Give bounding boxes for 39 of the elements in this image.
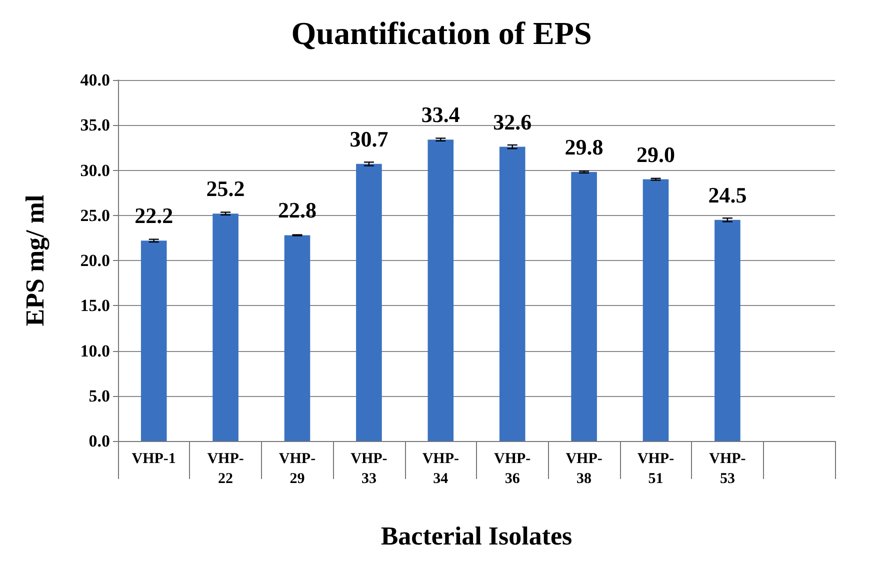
bar (714, 220, 740, 441)
bar (284, 235, 310, 441)
bar (428, 140, 454, 441)
data-label: 29.0 (636, 142, 675, 167)
x-tick-label: VHP-36 (494, 451, 531, 487)
y-tick-label: 0.0 (88, 432, 110, 450)
bar (212, 214, 238, 441)
y-tick-label: 35.0 (80, 116, 110, 135)
data-label: 33.4 (421, 102, 460, 128)
data-label: 32.6 (493, 109, 532, 134)
x-tick-label: VHP-38 (566, 451, 602, 487)
bar (499, 146, 526, 441)
x-tick-label: VHP-34 (422, 451, 459, 487)
data-label: 22.2 (134, 203, 174, 228)
data-label: 22.8 (278, 198, 316, 223)
y-tick-label: 30.0 (80, 160, 110, 180)
data-label: 29.8 (564, 134, 604, 160)
data-label: 25.2 (206, 176, 245, 202)
x-tick-label: VHP-29 (278, 451, 316, 487)
x-tick-label: VHP-1 (132, 451, 176, 467)
x-tick-label: VHP-53 (709, 451, 746, 487)
chart-title: Quantification of EPS (291, 15, 592, 51)
y-axis-title: EPS mg/ ml (20, 194, 50, 326)
y-tick-label: 25.0 (80, 206, 110, 225)
bar (642, 179, 669, 441)
data-label: 24.5 (708, 182, 747, 208)
y-tick-label: 40.0 (80, 70, 110, 90)
bar (571, 172, 597, 441)
bar (356, 164, 382, 441)
bar (140, 240, 167, 441)
data-label: 30.7 (350, 126, 388, 152)
x-tick-label: VHP-51 (637, 451, 674, 487)
y-tick-label: 5.0 (88, 386, 110, 406)
x-tick-label: VHP-33 (350, 451, 388, 487)
y-tick-label: 15.0 (80, 296, 110, 316)
x-tick-label: VHP-22 (207, 451, 244, 487)
x-axis-title: Bacterial Isolates (380, 522, 572, 550)
y-tick-label: 20.0 (80, 251, 110, 270)
y-tick-label: 10.0 (80, 341, 110, 360)
